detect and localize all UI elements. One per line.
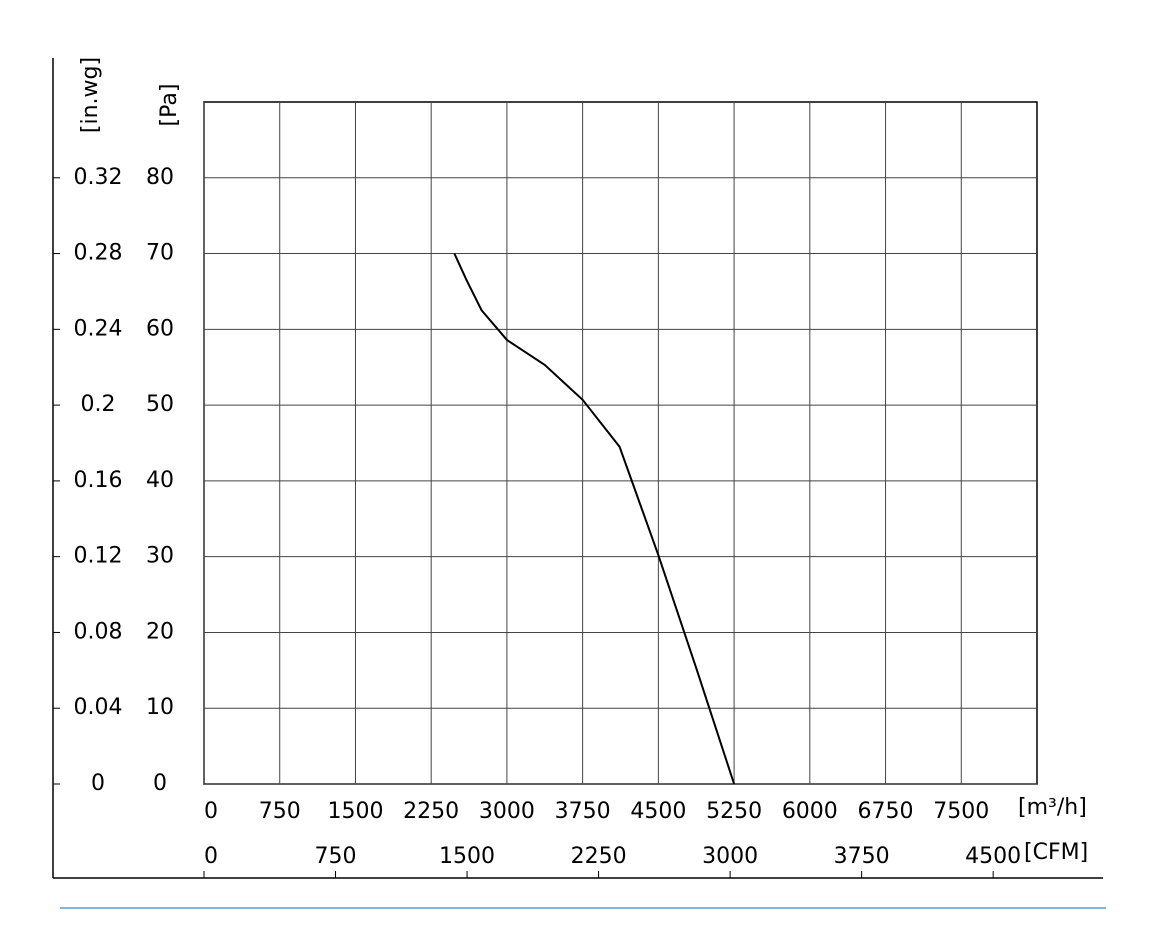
- x-tick-label: 1500: [327, 799, 383, 824]
- y2-tick-label: 0.2: [81, 392, 116, 417]
- x-tick-label: 2250: [403, 799, 459, 824]
- y-tick-label: 50: [146, 392, 174, 417]
- y2-tick-label: 0.16: [74, 468, 123, 493]
- x-tick-label: 0: [204, 799, 218, 824]
- y2-tick-label: 0.24: [74, 316, 123, 341]
- x2-tick-label: 2250: [571, 844, 627, 869]
- y-axis-label: [Pa]: [157, 84, 182, 127]
- x2-tick-label: 3750: [834, 844, 890, 869]
- y-tick-label: 30: [146, 544, 174, 569]
- y2-tick-label: 0.12: [74, 544, 123, 569]
- x2-tick-label: 750: [315, 844, 357, 869]
- y-tick-label: 70: [146, 241, 174, 266]
- plot-frame: [203, 101, 1038, 785]
- y2-tick-label: 0.08: [74, 619, 123, 644]
- y2-tick-label: 0.28: [74, 241, 123, 266]
- x-tick-label: 7500: [933, 799, 989, 824]
- x-axis-label: [m³/h]: [1018, 795, 1087, 820]
- y-tick-label: 10: [146, 695, 174, 720]
- y-tick-label: 20: [146, 619, 174, 644]
- y2-tick-label: 0.32: [74, 165, 123, 190]
- x-tick-label: 3750: [555, 799, 611, 824]
- y2-axis-label: [in.wg]: [78, 57, 103, 133]
- y2-tick-label: 0: [91, 771, 105, 796]
- x2-tick-label: 1500: [439, 844, 495, 869]
- curve: [453, 253, 736, 785]
- x2-tick-label: 3000: [702, 844, 758, 869]
- x-tick-label: 3000: [479, 799, 535, 824]
- x2-tick-label: 0: [204, 844, 218, 869]
- y-tick-label: 40: [146, 468, 174, 493]
- x-tick-label: 6750: [858, 799, 914, 824]
- y2-tick-label: 0.04: [74, 695, 123, 720]
- x-tick-label: 6000: [782, 799, 838, 824]
- x-tick-label: 4500: [630, 799, 686, 824]
- y-tick-label: 80: [146, 165, 174, 190]
- x-tick-label: 5250: [706, 799, 762, 824]
- x2-tick-label: 4500: [965, 844, 1021, 869]
- x-tick-label: 750: [259, 799, 301, 824]
- x2-axis-label: [CFM]: [1024, 840, 1088, 865]
- y-tick-label: 0: [153, 771, 167, 796]
- y-tick-label: 60: [146, 316, 174, 341]
